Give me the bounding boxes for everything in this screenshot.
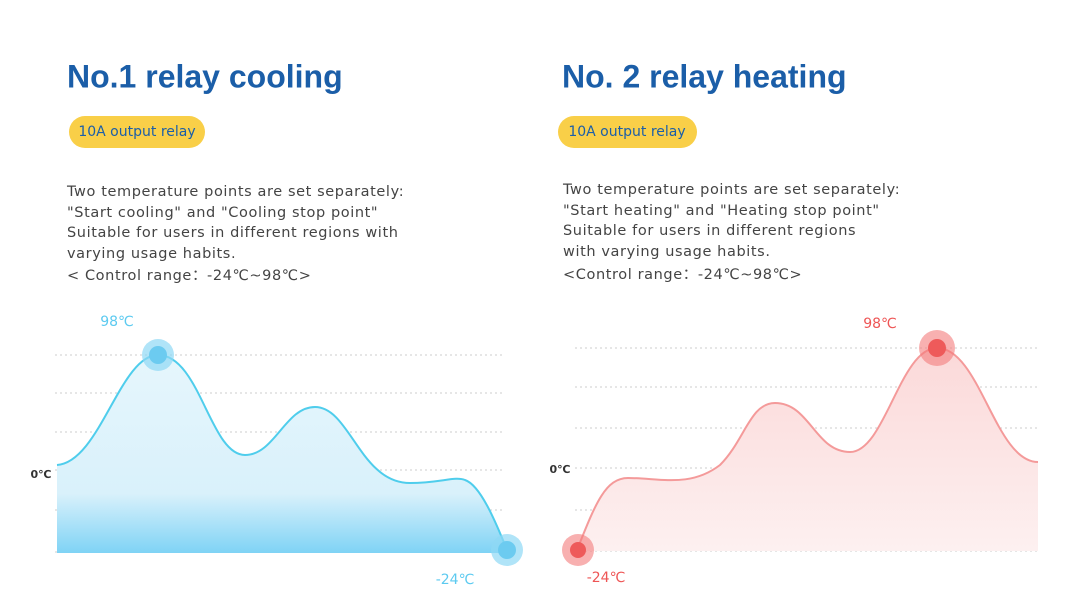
- min-label: -24℃: [587, 570, 626, 586]
- description: "Start cooling" and "Cooling stop point": [67, 205, 378, 221]
- min-point: [498, 541, 516, 559]
- description: Suitable for users in different regions …: [67, 225, 399, 241]
- max-label: 98℃: [100, 314, 134, 330]
- max-point: [149, 346, 167, 364]
- badge-text: 10A output relay: [78, 124, 195, 140]
- title: No. 2 relay heating: [562, 58, 847, 94]
- max-label: 98℃: [863, 316, 897, 332]
- panel-heating: No. 2 relay heating 10A output relay Two…: [550, 58, 1039, 586]
- badge: [69, 116, 205, 148]
- zero-label: 0℃: [550, 463, 571, 476]
- area: [577, 348, 1038, 551]
- badge: [558, 116, 697, 148]
- panel-cooling: No.1 relay cooling 10A output relay Two …: [31, 58, 523, 588]
- area: [57, 355, 507, 553]
- description: with varying usage habits.: [563, 244, 771, 260]
- max-point: [928, 339, 946, 357]
- description: Two temperature points are set separatel…: [66, 184, 404, 200]
- description: Two temperature points are set separatel…: [562, 182, 900, 198]
- description: <Control range：-24℃~98℃>: [563, 267, 802, 283]
- description: varying usage habits.: [67, 246, 236, 262]
- title: No.1 relay cooling: [67, 58, 343, 94]
- min-point: [570, 542, 586, 558]
- description: < Control range：-24℃~98℃>: [67, 268, 311, 284]
- zero-label: 0℃: [31, 468, 52, 481]
- min-label: -24℃: [436, 572, 475, 588]
- badge-text: 10A output relay: [568, 124, 685, 140]
- description: Suitable for users in different regions: [563, 223, 856, 239]
- description: "Start heating" and "Heating stop point": [563, 203, 880, 219]
